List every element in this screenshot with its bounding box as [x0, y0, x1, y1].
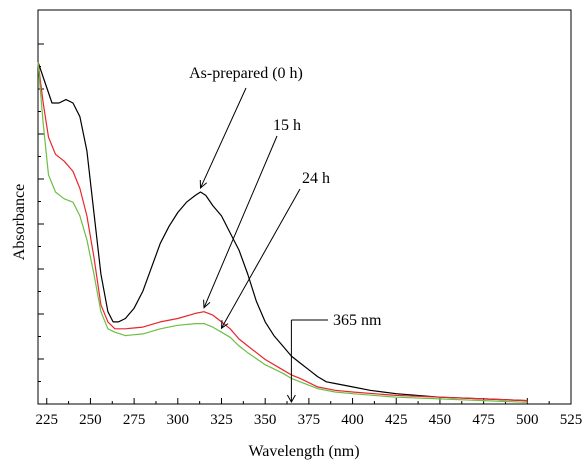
y-axis-title: Absorbance [11, 184, 28, 260]
annotation-label-2: 24 h [302, 170, 330, 187]
annotation-arrow-2 [221, 188, 301, 329]
x-tick-label: 250 [79, 412, 102, 428]
series-layer [37, 61, 528, 403]
x-tick-label: 225 [35, 412, 58, 428]
series-line-0 [37, 61, 528, 402]
annotation-label-1: 15 h [273, 117, 301, 134]
x-tick-label: 525 [560, 412, 583, 428]
x-axis-title: Wavelength (nm) [248, 443, 359, 460]
x-tick-label: 325 [210, 412, 233, 428]
series-line-1 [37, 61, 528, 402]
x-tick-label: 275 [123, 412, 146, 428]
annotation-arrowhead-0 [199, 179, 208, 190]
x-tick-label: 500 [516, 412, 539, 428]
x-axis: 225 250 275 300 325 350 375 400 425 450 475 500 525 [35, 398, 582, 428]
annotation-arrowhead-2 [220, 320, 229, 330]
annotation-label-3: 365 nm [333, 312, 382, 329]
x-tick-label: 375 [298, 412, 321, 428]
annotation-arrow-0 [200, 87, 247, 189]
x-tick-label: 300 [167, 412, 190, 428]
x-tick-label: 425 [385, 412, 408, 428]
annotation-label-0: As-prepared (0 h) [189, 65, 303, 82]
series-line-2 [37, 61, 528, 403]
annotations: As-prepared (0 h) 15 h 24 h 365 nm [189, 65, 382, 404]
y-axis [38, 43, 44, 382]
annotation-arrow-1 [203, 135, 278, 308]
plot-frame [37, 9, 572, 405]
x-tick-label: 450 [429, 412, 452, 428]
x-tick-label: 400 [341, 412, 364, 428]
x-tick-label: 350 [254, 412, 277, 428]
annotation-arrowhead-3 [286, 394, 296, 404]
x-tick-label: 475 [472, 412, 495, 428]
annotation-arrowhead-1 [203, 299, 211, 309]
